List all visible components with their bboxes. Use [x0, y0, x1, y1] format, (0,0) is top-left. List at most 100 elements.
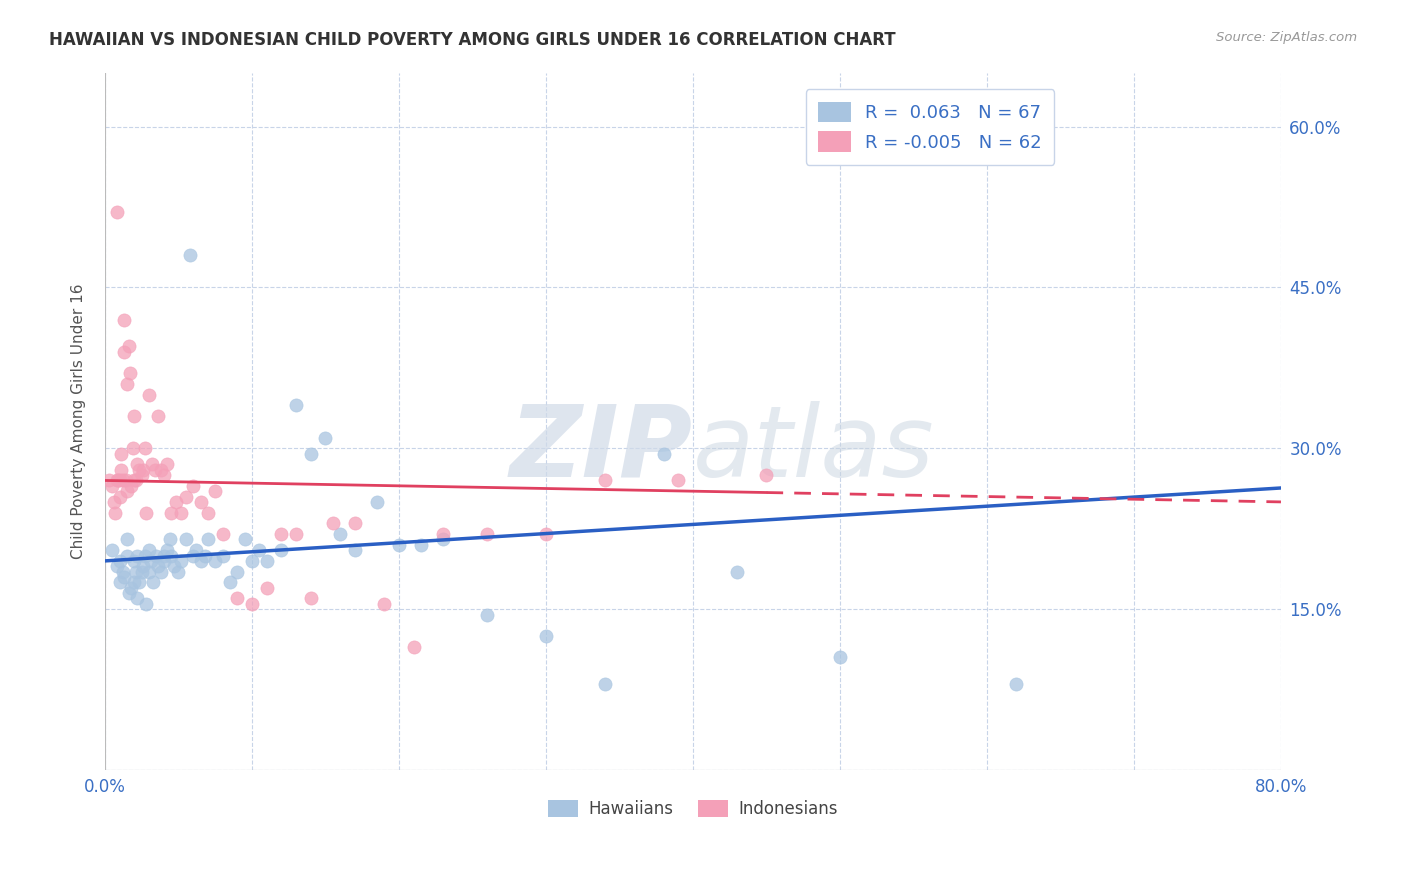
Point — [101, 543, 124, 558]
Point — [432, 527, 454, 541]
Point — [122, 442, 145, 456]
Point — [477, 527, 499, 541]
Point — [134, 442, 156, 456]
Point — [256, 554, 278, 568]
Point — [108, 554, 131, 568]
Point — [146, 559, 169, 574]
Point — [725, 565, 748, 579]
Point — [135, 506, 157, 520]
Point — [388, 538, 411, 552]
Point — [170, 554, 193, 568]
Point — [373, 597, 395, 611]
Legend: Hawaiians, Indonesians: Hawaiians, Indonesians — [541, 793, 845, 824]
Point — [755, 468, 778, 483]
Point — [174, 533, 197, 547]
Point — [124, 575, 146, 590]
Point — [314, 431, 336, 445]
Point — [138, 565, 160, 579]
Point — [170, 506, 193, 520]
Point — [104, 506, 127, 520]
Point — [190, 495, 212, 509]
Point — [110, 463, 132, 477]
Point — [329, 527, 352, 541]
Point — [105, 205, 128, 219]
Y-axis label: Child Poverty Among Girls Under 16: Child Poverty Among Girls Under 16 — [72, 284, 86, 559]
Point — [167, 565, 190, 579]
Point — [138, 543, 160, 558]
Point — [114, 474, 136, 488]
Point — [101, 479, 124, 493]
Point — [197, 533, 219, 547]
Point — [134, 549, 156, 563]
Point — [156, 458, 179, 472]
Point — [159, 533, 181, 547]
Point — [285, 527, 308, 541]
Point — [156, 543, 179, 558]
Point — [197, 506, 219, 520]
Point — [322, 516, 344, 531]
Point — [143, 463, 166, 477]
Point — [593, 474, 616, 488]
Point — [152, 549, 174, 563]
Point — [299, 447, 322, 461]
Point — [285, 398, 308, 412]
Point — [666, 474, 689, 488]
Point — [240, 597, 263, 611]
Point — [1005, 677, 1028, 691]
Point — [226, 591, 249, 606]
Point — [593, 677, 616, 691]
Point — [125, 565, 148, 579]
Point — [103, 495, 125, 509]
Point — [117, 339, 139, 353]
Point — [111, 474, 134, 488]
Point — [112, 570, 135, 584]
Point — [142, 575, 165, 590]
Point — [270, 527, 292, 541]
Point — [190, 554, 212, 568]
Point — [247, 543, 270, 558]
Point — [204, 554, 226, 568]
Point — [409, 538, 432, 552]
Point — [181, 549, 204, 563]
Point — [240, 554, 263, 568]
Point — [149, 463, 172, 477]
Point — [132, 559, 155, 574]
Point — [131, 565, 153, 579]
Point — [149, 565, 172, 579]
Point — [124, 409, 146, 424]
Point — [115, 533, 138, 547]
Point — [402, 640, 425, 654]
Point — [128, 463, 150, 477]
Point — [219, 575, 242, 590]
Point — [124, 554, 146, 568]
Text: ZIP: ZIP — [510, 401, 693, 498]
Point — [534, 629, 557, 643]
Point — [179, 248, 201, 262]
Point — [174, 490, 197, 504]
Point — [160, 506, 183, 520]
Point — [652, 447, 675, 461]
Point — [115, 549, 138, 563]
Point — [343, 543, 366, 558]
Point — [165, 495, 187, 509]
Point — [477, 607, 499, 622]
Point — [98, 474, 121, 488]
Point — [112, 312, 135, 326]
Point — [117, 586, 139, 600]
Point — [211, 527, 233, 541]
Point — [125, 474, 148, 488]
Point — [108, 490, 131, 504]
Point — [108, 575, 131, 590]
Text: HAWAIIAN VS INDONESIAN CHILD POVERTY AMONG GIRLS UNDER 16 CORRELATION CHART: HAWAIIAN VS INDONESIAN CHILD POVERTY AMO… — [49, 31, 896, 49]
Point — [112, 344, 135, 359]
Point — [120, 581, 142, 595]
Point — [181, 479, 204, 493]
Point — [146, 409, 169, 424]
Point — [432, 533, 454, 547]
Point — [233, 533, 256, 547]
Text: atlas: atlas — [693, 401, 935, 498]
Point — [226, 565, 249, 579]
Point — [184, 543, 207, 558]
Point — [160, 549, 183, 563]
Point — [110, 447, 132, 461]
